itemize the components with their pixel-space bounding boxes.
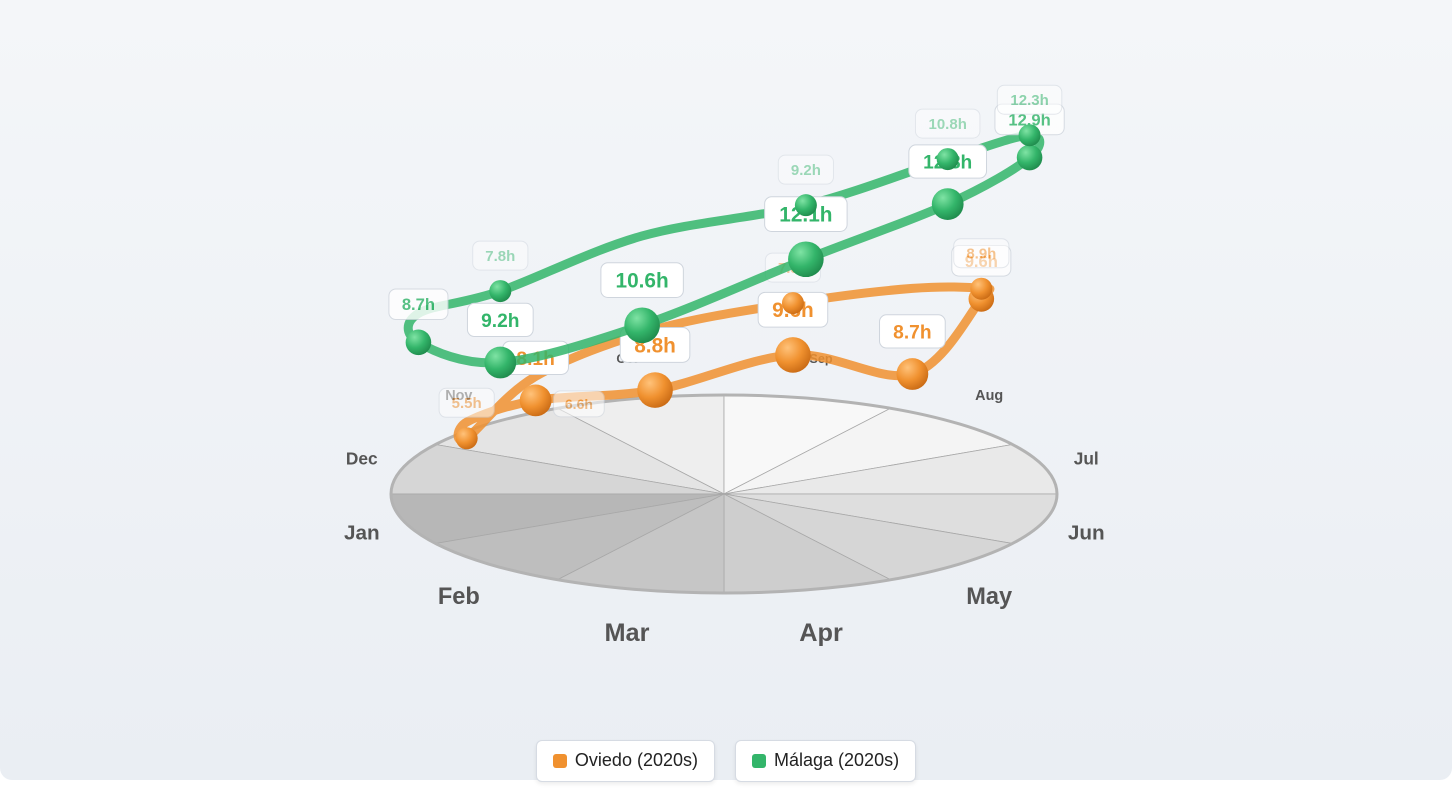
data-label-box <box>777 154 834 185</box>
data-label-malaga-sep: 9.2h <box>777 154 834 185</box>
data-point-oviedo-sep[interactable] <box>781 292 804 315</box>
data-label-box <box>600 262 684 298</box>
series-malaga: 8.7h9.2h10.6h12.1h12.8h12.9h12.3h10.8h9.… <box>388 84 1065 379</box>
series-oviedo: 8.1h8.8h9.6h8.7h9.6h8.9h7.3h5.5h6.6h <box>438 238 1012 450</box>
data-point-malaga-aug[interactable] <box>936 148 959 171</box>
month-disc <box>389 393 1059 595</box>
data-label-text: 8.7h <box>893 322 931 343</box>
data-label-text: 9.2h <box>481 311 519 332</box>
series-layer: 8.1h8.8h9.6h8.7h9.6h8.9h7.3h5.5h6.6h8.7h… <box>388 84 1065 450</box>
data-label-malaga-jan: 8.7h <box>388 288 449 321</box>
data-label-box <box>914 108 981 139</box>
data-point-oviedo-may[interactable] <box>896 358 929 390</box>
data-label-malaga-aug: 10.8h <box>914 108 981 139</box>
data-label-text: 12.3h <box>1010 92 1048 109</box>
data-point-malaga-sep[interactable] <box>794 194 817 217</box>
data-label-text: 7.8h <box>485 248 515 265</box>
legend-item-malaga[interactable]: Málaga (2020s) <box>735 740 917 782</box>
data-label-oviedo-jul: 8.9h <box>953 238 1010 269</box>
month-label-aug: Aug <box>975 388 1003 404</box>
data-point-malaga-nov[interactable] <box>489 280 512 303</box>
data-label-malaga-nov: 7.8h <box>472 240 529 271</box>
data-label-text: 8.7h <box>402 295 435 314</box>
disc-rim <box>389 393 1059 595</box>
data-label-malaga-feb: 9.2h <box>466 302 534 338</box>
legend-label-oviedo: Oviedo (2020s) <box>574 750 698 770</box>
data-point-oviedo-feb[interactable] <box>519 384 552 417</box>
data-label-box <box>996 84 1063 115</box>
data-point-malaga-mar[interactable] <box>624 307 660 344</box>
data-label-text: 5.5h <box>452 395 482 412</box>
data-label-text: 10.8h <box>929 116 967 133</box>
data-label-malaga-jul: 12.3h <box>996 84 1063 115</box>
data-point-malaga-feb[interactable] <box>484 346 517 379</box>
data-point-malaga-apr[interactable] <box>788 241 824 278</box>
month-label-mar: Mar <box>604 619 649 647</box>
data-label-box <box>472 240 529 271</box>
data-point-malaga-jun[interactable] <box>1016 144 1043 171</box>
data-label-text: 10.6h <box>616 270 669 293</box>
data-label-box <box>466 302 534 338</box>
legend-swatch-malaga <box>752 753 766 768</box>
data-label-oviedo-extra-0: 6.6h <box>553 390 605 418</box>
data-point-malaga-may[interactable] <box>931 188 964 221</box>
data-label-text: 6.6h <box>565 396 593 412</box>
month-label-feb: Feb <box>438 584 480 610</box>
month-label-dec: Dec <box>346 449 378 469</box>
data-label-text: 12.9h <box>1008 110 1050 129</box>
data-label-box <box>553 390 605 418</box>
month-label-apr: Apr <box>799 619 843 647</box>
data-point-malaga-jan[interactable] <box>405 329 432 356</box>
legend: Oviedo (2020s) Málaga (2020s) <box>0 740 1452 782</box>
data-label-box <box>438 387 495 418</box>
data-label-text: 8.9h <box>966 246 996 263</box>
legend-label-malaga: Málaga (2020s) <box>774 750 900 770</box>
data-point-oviedo-jul[interactable] <box>970 277 993 300</box>
data-point-oviedo-apr[interactable] <box>775 337 811 373</box>
data-label-oviedo-dec: 5.5h <box>438 387 495 418</box>
legend-swatch-oviedo <box>552 753 567 768</box>
month-label-jul: Jul <box>1074 449 1099 469</box>
month-label-may: May <box>966 584 1012 610</box>
legend-item-oviedo[interactable]: Oviedo (2020s) <box>535 740 715 782</box>
data-label-box <box>879 314 946 349</box>
month-label-jan: Jan <box>344 521 380 544</box>
data-label-box <box>388 288 449 321</box>
data-label-text: 9.2h <box>791 162 821 179</box>
month-label-jun: Jun <box>1068 521 1105 544</box>
data-point-oviedo-mar[interactable] <box>637 372 673 408</box>
data-label-malaga-mar: 10.6h <box>600 262 684 298</box>
data-label-box <box>953 238 1010 269</box>
data-point-oviedo-dec[interactable] <box>455 427 478 450</box>
data-point-malaga-jul[interactable] <box>1018 124 1041 147</box>
data-label-oviedo-may: 8.7h <box>879 314 946 349</box>
